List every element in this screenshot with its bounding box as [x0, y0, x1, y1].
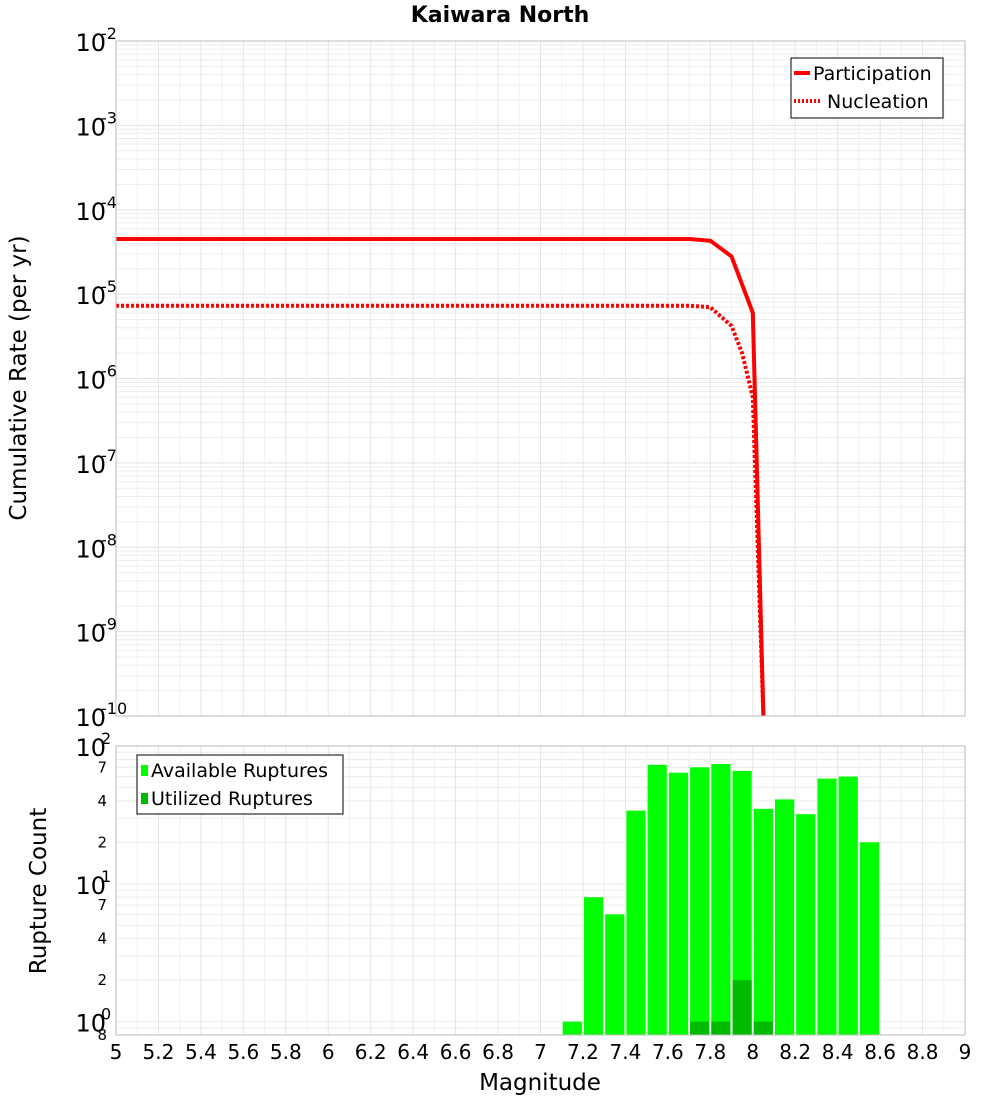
- chart-title: Kaiwara North: [411, 3, 590, 28]
- x-tick-label: 5: [110, 1040, 123, 1064]
- top-y-tick-exponent: -6: [101, 362, 117, 381]
- x-tick-label: 8.8: [907, 1040, 939, 1064]
- x-tick-label: 8.2: [779, 1040, 811, 1064]
- bottom-y-axis-label: Rupture Count: [26, 808, 52, 974]
- x-tick-label: 8.4: [822, 1040, 854, 1064]
- x-tick-label: 5.2: [143, 1040, 175, 1064]
- available-ruptures-bar: [562, 1021, 582, 1035]
- available-ruptures-bar: [690, 767, 710, 1035]
- participation-legend-label: Participation: [813, 63, 932, 85]
- available-ruptures-bar: [838, 776, 858, 1035]
- top-y-tick-exponent: -3: [101, 108, 117, 127]
- x-axis-label: Magnitude: [479, 1070, 601, 1096]
- x-tick-label: 7.8: [694, 1040, 726, 1064]
- x-tick-label: 5.8: [270, 1040, 302, 1064]
- available-ruptures-bar: [605, 914, 625, 1035]
- bottom-y-minor-tick: 4: [97, 792, 107, 810]
- top-y-axis-label: Cumulative Rate (per yr): [6, 235, 32, 520]
- bottom-plot-frame: [115, 745, 966, 1036]
- x-tick-label: 6.6: [440, 1040, 472, 1064]
- nucleation-line: [116, 303, 766, 717]
- bottom-y-minor-tick: 4: [97, 930, 107, 948]
- top-y-tick-base: 10: [75, 535, 106, 563]
- top-legend: Participation Nucleation: [790, 57, 944, 119]
- x-tick-label: 8.6: [864, 1040, 896, 1064]
- bottom-y-tick-base: 10: [75, 734, 106, 762]
- bottom-y-tick-base: 10: [75, 872, 106, 900]
- top-plot-frame: [115, 40, 966, 717]
- utilized-ruptures-bar: [690, 1021, 710, 1035]
- top-y-tick-base: 10: [75, 451, 106, 479]
- top-series: [116, 237, 766, 717]
- x-tick-label: 5.4: [185, 1040, 217, 1064]
- top-y-tick-base: 10: [75, 367, 106, 395]
- top-grid: [115, 41, 966, 717]
- x-tick-label: 5.6: [227, 1040, 259, 1064]
- bottom-y-minor-tick: 8: [97, 1026, 107, 1044]
- x-tick-label: 6.2: [355, 1040, 387, 1064]
- top-y-tick-exponent: -8: [101, 530, 117, 549]
- bottom-y-minor-tick: 2: [97, 971, 107, 989]
- available-ruptures-bar: [647, 764, 667, 1035]
- available-ruptures-bar: [732, 770, 752, 1035]
- bottom-legend: Available Ruptures Utilized Ruptures: [136, 754, 344, 815]
- top-y-tick-base: 10: [75, 29, 106, 57]
- x-tick-label: 9: [959, 1040, 972, 1064]
- x-tick-label: 6: [322, 1040, 335, 1064]
- available-ruptures-bar: [817, 778, 837, 1035]
- bottom-y-minor-tick: 7: [97, 758, 107, 776]
- bottom-legend-box: [136, 754, 344, 815]
- x-tick-label: 6.4: [397, 1040, 429, 1064]
- top-y-tick-exponent: -2: [101, 24, 117, 43]
- utilized-legend-swatch: [141, 793, 148, 804]
- top-y-tick-base: 10: [75, 704, 106, 732]
- available-ruptures-bar: [584, 897, 604, 1035]
- bottom-y-tick-exponent: 1: [101, 867, 111, 886]
- utilized-legend-label: Utilized Ruptures: [151, 788, 313, 810]
- top-y-tick-exponent: -7: [101, 446, 117, 465]
- bottom-y-tick-exponent: 2: [101, 729, 111, 748]
- utilized-ruptures-bar: [711, 1021, 731, 1035]
- x-tick-label: 7.6: [652, 1040, 684, 1064]
- available-ruptures-bar: [711, 764, 731, 1035]
- top-y-tick-base: 10: [75, 282, 106, 310]
- available-legend-label: Available Ruptures: [151, 760, 328, 782]
- x-tick-label: 7.2: [567, 1040, 599, 1064]
- top-y-tick-exponent: -10: [101, 699, 127, 718]
- x-tick-label: 8: [746, 1040, 759, 1064]
- top-y-tick-exponent: -5: [101, 277, 117, 296]
- available-ruptures-bar: [859, 842, 880, 1035]
- available-ruptures-bar: [668, 772, 689, 1035]
- available-ruptures-bar: [753, 808, 773, 1035]
- top-y-ticks: 10-210-310-410-510-610-710-810-910-10: [75, 24, 127, 732]
- bottom-y-tick-exponent: 0: [101, 1005, 111, 1024]
- x-tick-label: 6.8: [482, 1040, 514, 1064]
- bottom-y-minor-tick: 2: [97, 833, 107, 851]
- top-y-tick-base: 10: [75, 620, 106, 648]
- top-y-tick-exponent: -9: [101, 615, 117, 634]
- available-ruptures-bar: [626, 810, 646, 1035]
- x-ticks: 5 5.2 5.4 5.6 5.8 6 6.2 6.4 6.6 6.8 7 7.2 7.4 7.6 7.8 8…: [110, 1040, 972, 1064]
- available-legend-swatch: [141, 765, 148, 776]
- available-ruptures-bar: [796, 814, 816, 1035]
- x-tick-label: 7.4: [609, 1040, 641, 1064]
- bottom-y-minor-tick: 7: [97, 896, 107, 914]
- bottom-y-tick-base: 10: [75, 1010, 106, 1038]
- x-tick-label: 7: [534, 1040, 547, 1064]
- available-ruptures-bar: [775, 799, 795, 1035]
- participation-line: [116, 237, 766, 717]
- utilized-ruptures-bar: [732, 980, 752, 1035]
- utilized-ruptures-bar: [753, 1021, 773, 1035]
- top-legend-box: [790, 57, 944, 119]
- top-y-tick-base: 10: [75, 198, 106, 226]
- bottom-bars: [562, 764, 880, 1035]
- nucleation-legend-label: Nucleation: [827, 91, 929, 113]
- top-y-tick-base: 10: [75, 113, 106, 141]
- top-y-tick-exponent: -4: [101, 193, 117, 212]
